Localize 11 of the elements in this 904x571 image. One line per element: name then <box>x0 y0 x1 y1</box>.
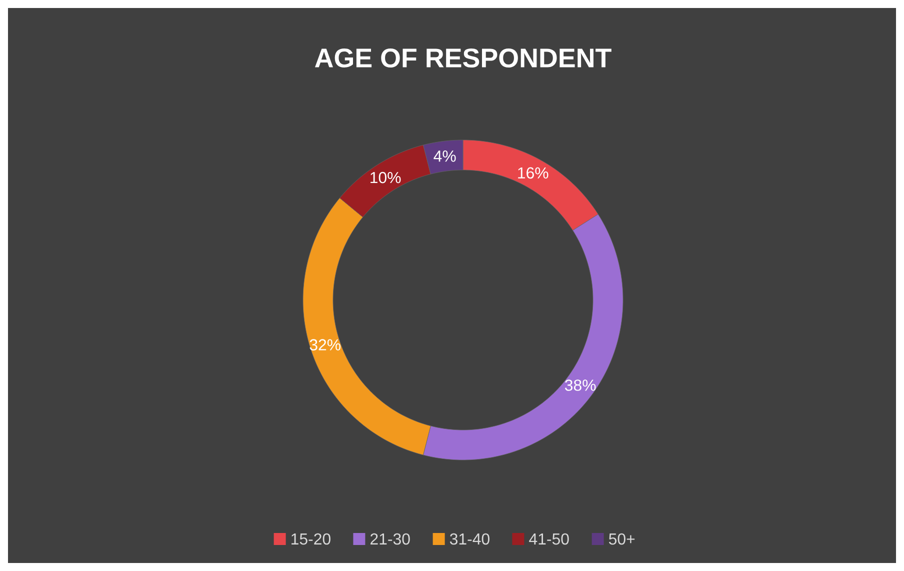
legend-label: 41-50 <box>529 533 569 545</box>
data-label: 10% <box>370 172 401 184</box>
legend-label: 15-20 <box>292 533 330 545</box>
chart-title: AGE OF RESPONDENT <box>314 48 612 68</box>
legend-label: 21-30 <box>370 533 410 545</box>
legend-label: 50+ <box>608 533 635 545</box>
legend-label: 31-40 <box>450 533 490 545</box>
data-label: 4% <box>434 150 456 162</box>
data-label: 32% <box>310 339 340 350</box>
data-label: 38% <box>564 380 596 391</box>
data-label: 16% <box>518 167 548 179</box>
